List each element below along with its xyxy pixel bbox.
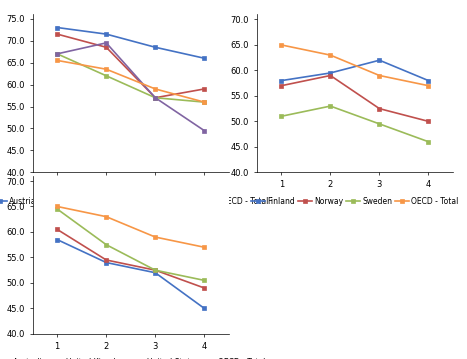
OECD - Total	[376, 73, 382, 78]
Line: Austria: Austria	[55, 25, 207, 61]
Austria	[152, 45, 158, 50]
Norway	[426, 119, 432, 123]
United States	[54, 207, 60, 211]
United States	[202, 278, 207, 283]
Legend: Austria, France, Germany, Netherlands, OECD - Total: Austria, France, Germany, Netherlands, O…	[0, 197, 268, 206]
Line: Norway: Norway	[279, 73, 431, 124]
United Kingdom	[54, 227, 60, 232]
France	[54, 32, 60, 36]
United States	[152, 268, 158, 272]
Finland	[376, 58, 382, 62]
Line: OECD - Total: OECD - Total	[55, 204, 207, 250]
Finland	[328, 71, 333, 75]
Australia	[54, 237, 60, 242]
Australia	[104, 260, 109, 265]
OECD - Total	[426, 84, 432, 88]
Netherlands	[54, 52, 60, 56]
Germany	[202, 100, 207, 104]
Norway	[328, 73, 333, 78]
Line: Sweden: Sweden	[279, 104, 431, 144]
United States	[104, 243, 109, 247]
OECD - Total	[152, 87, 158, 91]
Line: Netherlands: Netherlands	[55, 41, 207, 133]
Sweden	[426, 140, 432, 144]
France	[104, 45, 109, 50]
United Kingdom	[104, 258, 109, 262]
Sweden	[376, 122, 382, 126]
United Kingdom	[152, 268, 158, 272]
OECD - Total	[202, 100, 207, 104]
United Kingdom	[202, 286, 207, 290]
OECD - Total	[152, 235, 158, 239]
Line: France: France	[55, 32, 207, 100]
OECD - Total	[202, 245, 207, 250]
France	[202, 87, 207, 91]
Netherlands	[152, 95, 158, 100]
Sweden	[279, 114, 284, 118]
Netherlands	[104, 41, 109, 45]
Germany	[152, 95, 158, 100]
Germany	[54, 52, 60, 56]
OECD - Total	[104, 67, 109, 71]
OECD - Total	[54, 58, 60, 62]
Norway	[279, 84, 284, 88]
Australia	[202, 306, 207, 311]
Sweden	[328, 104, 333, 108]
OECD - Total	[279, 43, 284, 47]
Line: Finland: Finland	[279, 58, 431, 83]
Finland	[426, 79, 432, 83]
Austria	[104, 32, 109, 36]
OECD - Total	[104, 215, 109, 219]
Netherlands	[202, 129, 207, 133]
Line: OECD - Total: OECD - Total	[55, 58, 207, 104]
Legend: Australia, United Kingdom, United States, OECD - Total: Australia, United Kingdom, United States…	[0, 358, 265, 359]
OECD - Total	[54, 204, 60, 209]
Line: OECD - Total: OECD - Total	[279, 42, 431, 88]
Line: United States: United States	[55, 206, 207, 283]
Australia	[152, 271, 158, 275]
Legend: Finland, Norway, Sweden, OECD - Total: Finland, Norway, Sweden, OECD - Total	[251, 197, 459, 206]
OECD - Total	[328, 53, 333, 57]
Finland	[279, 79, 284, 83]
Germany	[104, 74, 109, 78]
France	[152, 95, 158, 100]
Austria	[54, 25, 60, 30]
Line: Australia: Australia	[55, 237, 207, 311]
Austria	[202, 56, 207, 60]
Line: Germany: Germany	[55, 51, 207, 104]
Line: United Kingdom: United Kingdom	[55, 227, 207, 290]
Norway	[376, 107, 382, 111]
